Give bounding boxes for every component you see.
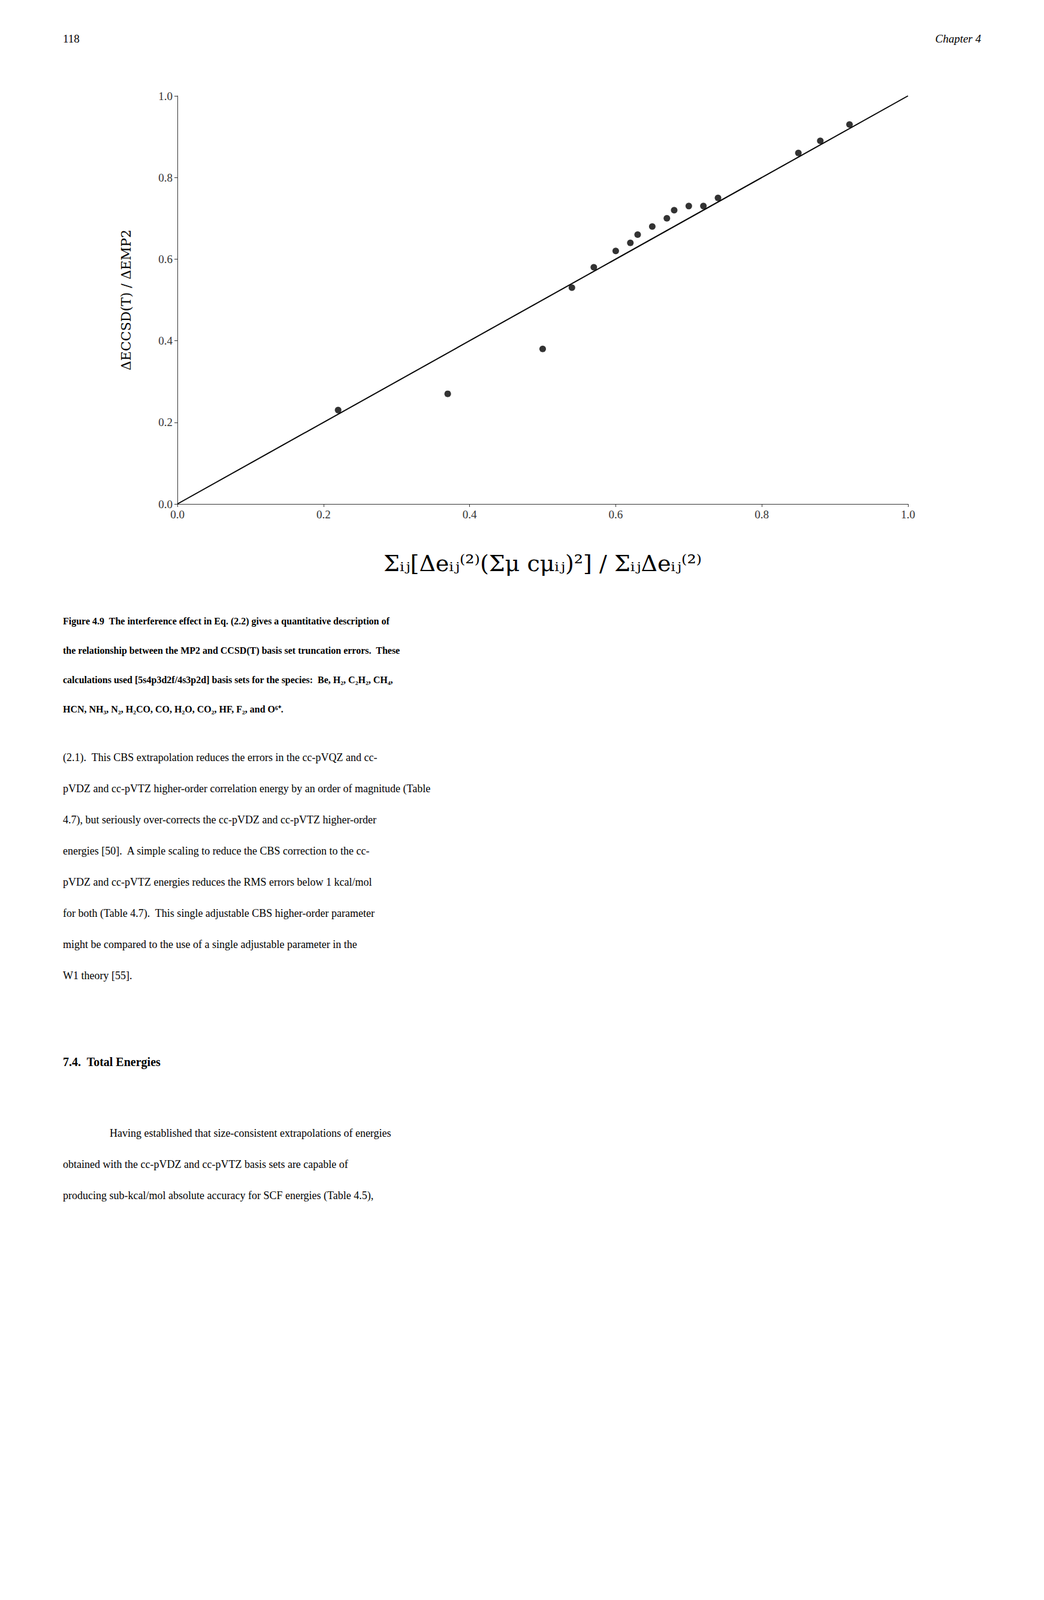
svg-text:4.7), but seriously over-corre: 4.7), but seriously over-corrects the cc…: [62, 813, 377, 827]
svg-text:pVDZ and cc-pVTZ higher-order: pVDZ and cc-pVTZ higher-order correlatio…: [62, 782, 431, 796]
svg-text:0.4: 0.4: [158, 334, 173, 348]
svg-text:0.6: 0.6: [608, 508, 624, 521]
svg-text:0.4: 0.4: [462, 508, 478, 521]
svg-text:0.0: 0.0: [170, 508, 185, 521]
svg-text:Σᵢⱼ[Δeᵢⱼ⁽²⁾(Σμ cμᵢⱼ)²] / ΣᵢⱼΔe: Σᵢⱼ[Δeᵢⱼ⁽²⁾(Σμ cμᵢⱼ)²] / ΣᵢⱼΔeᵢⱼ⁽²⁾: [383, 550, 702, 577]
svg-text:obtained with the cc-pVDZ and: obtained with the cc-pVDZ and cc-pVTZ ba…: [62, 1158, 349, 1171]
svg-text:7.4. Total Energies: 7.4. Total Energies: [62, 1055, 161, 1070]
svg-text:0.8: 0.8: [158, 171, 173, 184]
svg-text:for both (Table 4.7). This si: for both (Table 4.7). This single adjust…: [62, 907, 375, 920]
svg-text:energies [50]. A simple scali: energies [50]. A simple scaling to reduc…: [62, 845, 370, 858]
svg-text:118: 118: [62, 32, 80, 45]
svg-text:0.0: 0.0: [158, 497, 173, 511]
svg-text:1.0: 1.0: [900, 508, 916, 521]
svg-text:1.0: 1.0: [158, 89, 173, 103]
svg-text:0.8: 0.8: [754, 508, 769, 521]
svg-text:0.6: 0.6: [158, 252, 173, 266]
svg-text:Figure 4.9 The interference e: Figure 4.9 The interference effect in Eq…: [62, 616, 390, 627]
svg-text:ΔECCSD(T) / ΔEMP2: ΔECCSD(T) / ΔEMP2: [118, 229, 134, 371]
svg-text:Having established that size-c: Having established that size-consistent …: [109, 1127, 392, 1140]
svg-text:Chapter 4: Chapter 4: [934, 32, 982, 45]
svg-text:might be compared to the use o: might be compared to the use of a single…: [62, 938, 358, 951]
svg-text:0.2: 0.2: [158, 415, 173, 429]
svg-text:W1 theory [55].: W1 theory [55].: [62, 969, 132, 982]
svg-text:(2.1). This CBS extrapolation: (2.1). This CBS extrapolation reduces th…: [62, 751, 378, 765]
svg-text:HCN, NH₃, N₂, H₂CO, CO, H₂O, C: HCN, NH₃, N₂, H₂CO, CO, H₂O, CO₂, HF, F₂…: [62, 704, 284, 715]
svg-text:0.2: 0.2: [316, 508, 331, 521]
svg-text:pVDZ and cc-pVTZ energies redu: pVDZ and cc-pVTZ energies reduces the RM…: [62, 876, 373, 889]
svg-text:the relationship between the M: the relationship between the MP2 and CCS…: [62, 645, 400, 657]
svg-text:calculations used [5s4p3d2f/4s: calculations used [5s4p3d2f/4s3p2d] basi…: [62, 674, 393, 686]
svg-text:producing sub-kcal/mol absolut: producing sub-kcal/mol absolute accuracy…: [62, 1189, 374, 1203]
